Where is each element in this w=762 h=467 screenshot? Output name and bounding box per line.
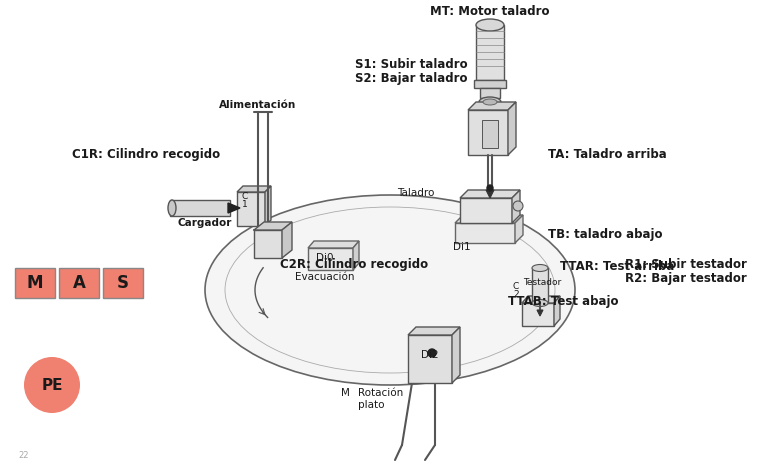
Bar [15, 268, 55, 298]
Polygon shape [265, 186, 271, 226]
Text: Di1: Di1 [453, 242, 471, 252]
Text: 2: 2 [513, 290, 519, 299]
Text: MT: Motor taladro: MT: Motor taladro [431, 5, 549, 18]
Text: TB: taladro abajo: TB: taladro abajo [548, 228, 662, 241]
Text: 1: 1 [242, 200, 248, 209]
Polygon shape [482, 120, 498, 148]
Text: C2R: Cilindro recogido: C2R: Cilindro recogido [280, 258, 428, 271]
Text: Evacuación: Evacuación [295, 272, 354, 282]
Ellipse shape [205, 195, 575, 385]
Polygon shape [512, 190, 520, 223]
Polygon shape [480, 88, 500, 98]
Circle shape [24, 357, 80, 413]
Text: S2: Bajar taladro: S2: Bajar taladro [355, 72, 468, 85]
Ellipse shape [168, 200, 176, 216]
Ellipse shape [532, 264, 548, 271]
Bar [103, 268, 143, 298]
Polygon shape [532, 268, 548, 303]
Polygon shape [460, 190, 520, 198]
Text: TA: Taladro arriba: TA: Taladro arriba [548, 148, 667, 161]
Polygon shape [455, 223, 515, 243]
Polygon shape [460, 198, 512, 223]
Polygon shape [408, 335, 452, 383]
Polygon shape [353, 241, 359, 270]
Bar [59, 268, 99, 298]
Text: Testador: Testador [523, 278, 561, 287]
Text: Di0: Di0 [316, 253, 334, 263]
Text: C: C [513, 282, 519, 291]
Ellipse shape [479, 97, 501, 107]
Polygon shape [474, 80, 506, 88]
Text: Di2: Di2 [421, 350, 439, 360]
Text: Cargador: Cargador [178, 218, 232, 228]
Text: M: M [341, 388, 350, 398]
Polygon shape [228, 203, 240, 213]
Text: S1: Subir taladro: S1: Subir taladro [355, 58, 468, 71]
Polygon shape [254, 230, 282, 258]
Text: C1R: Cilindro recogido: C1R: Cilindro recogido [72, 148, 220, 161]
Polygon shape [237, 192, 265, 226]
Text: Alimentación: Alimentación [219, 100, 296, 110]
Text: M: M [27, 274, 43, 292]
Text: R2: Bajar testador: R2: Bajar testador [625, 272, 747, 285]
Text: TTAR: Test arriba: TTAR: Test arriba [560, 260, 674, 273]
Polygon shape [308, 241, 359, 248]
Polygon shape [537, 310, 543, 316]
Polygon shape [282, 222, 292, 258]
Ellipse shape [513, 201, 523, 211]
Text: A: A [72, 274, 85, 292]
Polygon shape [476, 25, 504, 80]
Ellipse shape [483, 99, 497, 105]
Polygon shape [515, 215, 523, 243]
Polygon shape [554, 296, 560, 326]
Polygon shape [522, 303, 554, 326]
Text: S: S [117, 274, 129, 292]
Polygon shape [408, 327, 460, 335]
Polygon shape [508, 102, 516, 155]
Polygon shape [254, 222, 292, 230]
Circle shape [487, 185, 493, 191]
Polygon shape [237, 186, 271, 192]
Circle shape [428, 349, 436, 357]
Text: R1: Subir testador: R1: Subir testador [625, 258, 747, 271]
Polygon shape [452, 327, 460, 383]
Ellipse shape [476, 19, 504, 31]
Text: 22: 22 [18, 451, 28, 460]
Polygon shape [468, 102, 516, 110]
Text: PE: PE [41, 377, 62, 392]
Ellipse shape [532, 299, 548, 306]
Text: TTAB: Test abajo: TTAB: Test abajo [508, 295, 619, 308]
Text: C: C [242, 192, 248, 201]
Polygon shape [468, 110, 508, 155]
Text: Taladro: Taladro [397, 188, 434, 198]
Polygon shape [522, 296, 560, 303]
Polygon shape [486, 190, 494, 198]
Polygon shape [170, 200, 230, 216]
Text: Rotación
plato: Rotación plato [358, 388, 403, 410]
Polygon shape [308, 248, 353, 270]
Polygon shape [455, 215, 523, 223]
